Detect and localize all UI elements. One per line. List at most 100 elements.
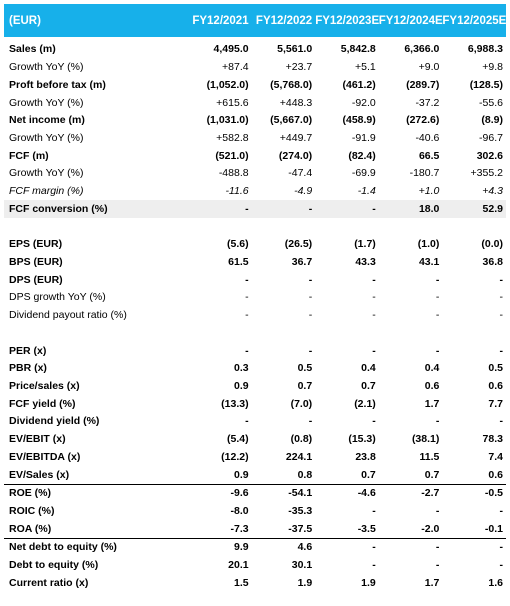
row-label: Sales (m) (9, 43, 56, 56)
row-value: - (435, 541, 440, 554)
row-label: FCF conversion (%) (9, 202, 108, 215)
table-body: Sales (m) 4,495.0 5,561.0 5,842.8 6,366.0 6,9… (4, 41, 506, 592)
row-label: Dividend payout ratio (%) (9, 309, 127, 322)
row-label: Debt to equity (%) (9, 559, 99, 572)
row-value: 36.7 (291, 255, 313, 268)
row-value: (1,052.0) (206, 78, 249, 91)
row-value: - (308, 309, 313, 322)
row-value: (38.1) (411, 433, 440, 446)
row-value: 0.8 (297, 468, 313, 481)
row-value: 1.6 (488, 576, 503, 589)
row-value: - (372, 505, 376, 518)
row-label: ROIC (%) (9, 505, 55, 518)
row-value: -4.6 (357, 487, 376, 500)
row-label: Growth YoY (%) (9, 167, 84, 180)
row-value: - (499, 344, 503, 357)
row-value: (521.0) (215, 149, 249, 162)
row-value: - (372, 202, 376, 215)
row-value: -8.0 (230, 505, 249, 518)
spacer-row (4, 325, 506, 343)
row-value: 1.7 (424, 397, 440, 410)
row-value: 224.1 (285, 450, 313, 463)
table-row: DPS (EUR) - - - - - (4, 271, 506, 289)
row-value: 0.7 (297, 380, 313, 393)
row-value: -180.7 (409, 167, 440, 180)
row-label: EV/EBITDA (x) (9, 450, 81, 463)
row-value: (12.2) (221, 450, 249, 463)
row-label: Net income (m) (9, 114, 85, 127)
row-value: - (435, 344, 440, 357)
table-row: Net income (m) (1,031.0) (5,667.0) (458.9) (… (4, 112, 506, 130)
row-value: - (499, 505, 503, 518)
row-value: 0.6 (488, 468, 503, 481)
table-row: ROA (%) -7.3 -37.5 -3.5 -2.0 -0.1 (4, 520, 506, 540)
row-value: 4.6 (297, 541, 313, 554)
row-value: +4.3 (482, 185, 503, 198)
row-value: (1,031.0) (206, 114, 249, 127)
row-value: 66.5 (418, 149, 440, 162)
row-value: - (372, 273, 376, 286)
column-header: FY12/2023E (315, 14, 380, 27)
row-value: - (245, 291, 249, 304)
row-label: PBR (x) (9, 362, 47, 375)
row-value: (5,768.0) (270, 78, 313, 91)
row-value: -37.5 (288, 522, 313, 535)
row-value: 6,988.3 (467, 43, 503, 56)
row-value: 9.9 (233, 541, 249, 554)
row-value: +87.4 (222, 61, 249, 74)
row-value: 23.8 (355, 450, 376, 463)
row-value: - (308, 291, 313, 304)
row-label: BPS (EUR) (9, 255, 63, 268)
row-label: FCF margin (%) (9, 185, 84, 198)
row-value: 61.5 (228, 255, 249, 268)
row-value: (0.8) (290, 433, 313, 446)
row-value: +355.2 (470, 167, 503, 180)
table-row: EPS (EUR) (5.6) (26.5) (1.7) (1.0) (0.0) (4, 236, 506, 254)
table-row: ROIC (%) -8.0 -35.3 - - - (4, 503, 506, 521)
row-label: Growth YoY (%) (9, 96, 84, 109)
table-row: Price/sales (x) 0.9 0.7 0.7 0.6 0.6 (4, 378, 506, 396)
table-header: (EUR) FY12/2021 FY12/2022 FY12/2023E FY1… (4, 4, 506, 37)
row-value: - (435, 505, 440, 518)
row-label: Proft before tax (m) (9, 78, 106, 91)
row-value: 43.1 (418, 255, 440, 268)
row-value: 20.1 (228, 559, 249, 572)
table-row: FCF conversion (%) - - - 18.0 52.9 (4, 200, 506, 219)
row-value: - (372, 541, 376, 554)
row-label: ROA (%) (9, 522, 52, 535)
table-row: PBR (x) 0.3 0.5 0.4 0.4 0.5 (4, 360, 506, 378)
row-value: +9.0 (418, 61, 440, 74)
column-header: FY12/2024E (378, 14, 443, 27)
row-value: - (245, 344, 249, 357)
row-value: (2.1) (354, 397, 376, 410)
row-label: Current ratio (x) (9, 576, 89, 589)
row-value: (1.0) (417, 238, 440, 251)
row-value: +449.7 (279, 131, 313, 144)
row-value: -69.9 (351, 167, 376, 180)
row-label: PER (x) (9, 344, 47, 357)
row-value: 0.4 (424, 362, 440, 375)
row-value: -0.1 (484, 522, 503, 535)
row-value: - (308, 344, 313, 357)
row-value: (289.7) (406, 78, 440, 91)
row-label: DPS growth YoY (%) (9, 291, 106, 304)
row-value: - (499, 291, 503, 304)
row-label: Price/sales (x) (9, 380, 80, 393)
row-value: - (499, 415, 503, 428)
row-value: (82.4) (348, 149, 376, 162)
row-value: -40.6 (415, 131, 440, 144)
table-row: Current ratio (x) 1.5 1.9 1.9 1.7 1.6 (4, 575, 506, 593)
row-value: - (245, 309, 249, 322)
row-value: -35.3 (288, 505, 313, 518)
table-row: EV/EBITDA (x) (12.2) 224.1 23.8 11.5 7.4 (4, 449, 506, 467)
table-row: ROE (%) -9.6 -54.1 -4.6 -2.7 -0.5 (4, 485, 506, 503)
row-value: 7.4 (488, 450, 503, 463)
row-value: 0.6 (488, 380, 503, 393)
row-value: 0.7 (361, 380, 376, 393)
row-value: (8.9) (481, 114, 503, 127)
row-value: -92.0 (351, 96, 376, 109)
row-value: (1.7) (354, 238, 376, 251)
table-row: Proft before tax (m) (1,052.0) (5,768.0) (4… (4, 76, 506, 94)
row-value: 5,842.8 (340, 43, 376, 56)
row-value: - (435, 309, 440, 322)
